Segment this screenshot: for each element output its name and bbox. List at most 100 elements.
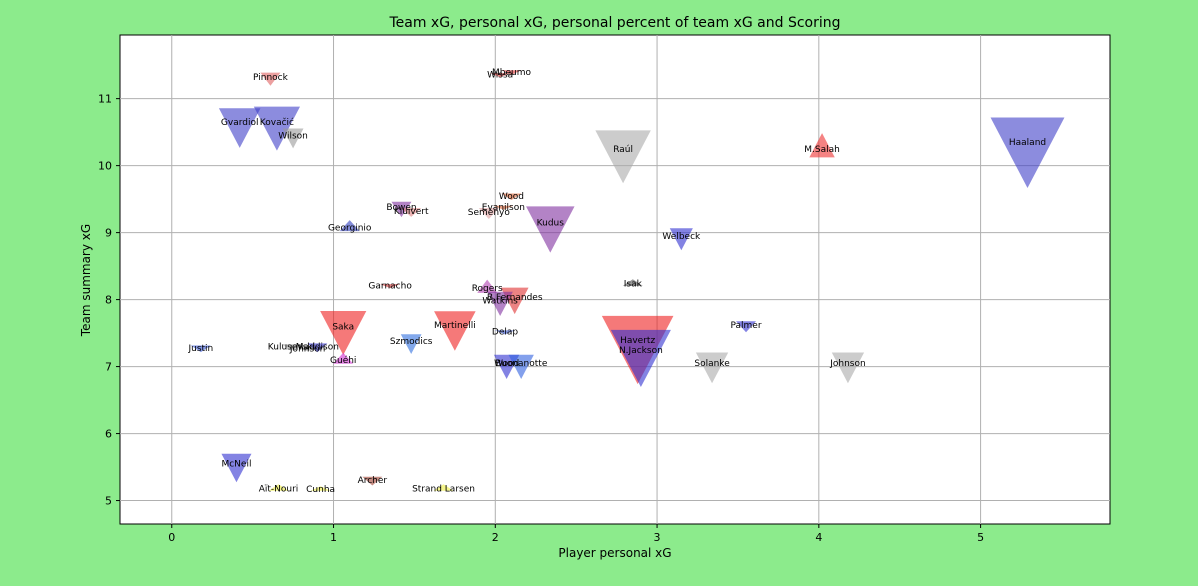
y-axis: 5 6 7 8 9 10 11 <box>98 93 120 508</box>
data-point-label: Kulusevski <box>268 342 315 352</box>
data-point-label: Archer <box>358 476 388 486</box>
x-tick-label: 5 <box>977 531 984 544</box>
data-point-label: Evanilson <box>482 203 525 213</box>
x-tick-label: 3 <box>654 531 661 544</box>
data-point-marker <box>695 352 729 384</box>
data-point-label: Justin <box>187 344 213 354</box>
data-point-marker <box>831 352 865 384</box>
data-point-marker <box>268 484 289 491</box>
data-point-marker <box>736 321 757 333</box>
data-point-marker <box>477 279 498 293</box>
data-point-label: Wilson <box>278 131 308 141</box>
data-point-marker <box>478 207 499 219</box>
data-point-label: Mbeumo <box>492 68 531 78</box>
data-point-marker <box>190 345 211 353</box>
data-point-marker <box>434 311 476 351</box>
data-point-marker <box>595 130 651 184</box>
data-point-marker <box>490 73 511 78</box>
data-point-label: Georginio <box>328 223 372 233</box>
data-point-marker <box>610 329 671 388</box>
data-points <box>190 70 1065 491</box>
data-point-marker <box>282 128 304 149</box>
data-point-label: Szmodics <box>390 337 433 347</box>
y-tick-label: 8 <box>105 294 112 307</box>
data-point-label: Wissa <box>487 71 513 81</box>
x-tick-label: 1 <box>330 531 337 544</box>
data-point-marker <box>401 208 422 217</box>
data-point-marker <box>362 476 383 486</box>
x-axis-title: Player personal xG <box>558 546 671 560</box>
y-tick-label: 6 <box>105 428 112 441</box>
data-point-label: Guéhi <box>330 355 356 366</box>
data-point-label: Gvardiol <box>221 118 259 128</box>
y-tick-label: 5 <box>105 495 112 508</box>
data-point-label: Isak <box>624 280 643 290</box>
data-point-label: B.Fernandes <box>487 293 543 303</box>
data-point-label: Haaland <box>1009 138 1046 148</box>
data-point-label: Delap <box>492 328 518 338</box>
data-point-label: Cunha <box>306 485 335 495</box>
data-point-label: Raúl <box>613 145 633 155</box>
data-point-marker <box>990 117 1065 188</box>
data-point-marker <box>380 284 401 289</box>
y-tick-label: 9 <box>105 227 112 240</box>
data-point-marker <box>391 201 412 218</box>
y-axis-title: Team summary xG <box>79 224 93 337</box>
data-point-marker <box>307 343 328 353</box>
data-point-marker <box>221 453 252 483</box>
data-point-marker <box>495 330 515 335</box>
data-point-label: Bowen <box>386 203 416 213</box>
data-point-label: Garnacho <box>368 282 412 292</box>
data-point-label: Kovačić <box>260 117 294 128</box>
data-point-label: M.Salah <box>804 145 840 155</box>
data-point-label: Solanke <box>694 359 730 369</box>
data-point-marker <box>487 291 513 316</box>
data-point-marker <box>669 228 693 251</box>
data-point-marker <box>508 354 534 379</box>
y-tick-label: 7 <box>105 361 112 374</box>
data-point-label: Palmer <box>731 321 762 331</box>
data-point-label: Kluivert <box>394 207 429 217</box>
data-point-marker <box>501 193 522 201</box>
data-point-label: Havertz <box>620 336 655 346</box>
data-point-marker <box>339 220 360 232</box>
data-point-label: Johnson <box>829 359 865 369</box>
data-point-label: Rogers <box>472 284 503 294</box>
data-point-marker <box>400 334 422 354</box>
data-point-label: Saka <box>332 322 354 332</box>
data-point-label: Aït-Nouri <box>259 484 299 494</box>
x-tick-label: 4 <box>815 531 822 544</box>
data-point-marker <box>493 205 514 210</box>
data-point-marker <box>310 486 331 491</box>
data-point-label: Strand Larsen <box>412 484 475 494</box>
data-point-marker <box>809 133 835 158</box>
data-point-marker <box>253 106 301 151</box>
data-point-label: Martinelli <box>434 321 476 331</box>
x-tick-label: 0 <box>168 531 175 544</box>
data-point-marker <box>218 108 261 148</box>
data-point-label: Pinnock <box>253 73 289 83</box>
x-axis: 0 1 2 3 4 5 <box>168 524 984 544</box>
data-point-label: N.Jackson <box>619 346 663 356</box>
data-point-label: Wood <box>494 359 519 369</box>
data-point-marker <box>501 70 522 75</box>
data-point-marker <box>281 344 302 351</box>
chart-title: Team xG, personal xG, personal percent o… <box>388 15 840 31</box>
data-point-label: Semenyo <box>468 208 511 218</box>
data-point-marker <box>260 72 281 86</box>
data-point-label: Johnson <box>289 344 325 354</box>
data-point-marker <box>526 206 575 253</box>
data-point-label: McNeil <box>221 460 251 470</box>
data-point-label: Kudus <box>537 219 565 229</box>
data-point-marker <box>433 484 454 491</box>
x-tick-label: 2 <box>492 531 499 544</box>
y-tick-label: 11 <box>98 93 112 106</box>
data-point-label: Welbeck <box>662 232 701 242</box>
data-point-marker <box>622 279 643 286</box>
data-point-marker <box>320 310 367 355</box>
data-point-label: Buonanotte <box>495 359 548 369</box>
data-point-label: Wood <box>499 192 524 202</box>
data-point-marker <box>333 352 354 364</box>
